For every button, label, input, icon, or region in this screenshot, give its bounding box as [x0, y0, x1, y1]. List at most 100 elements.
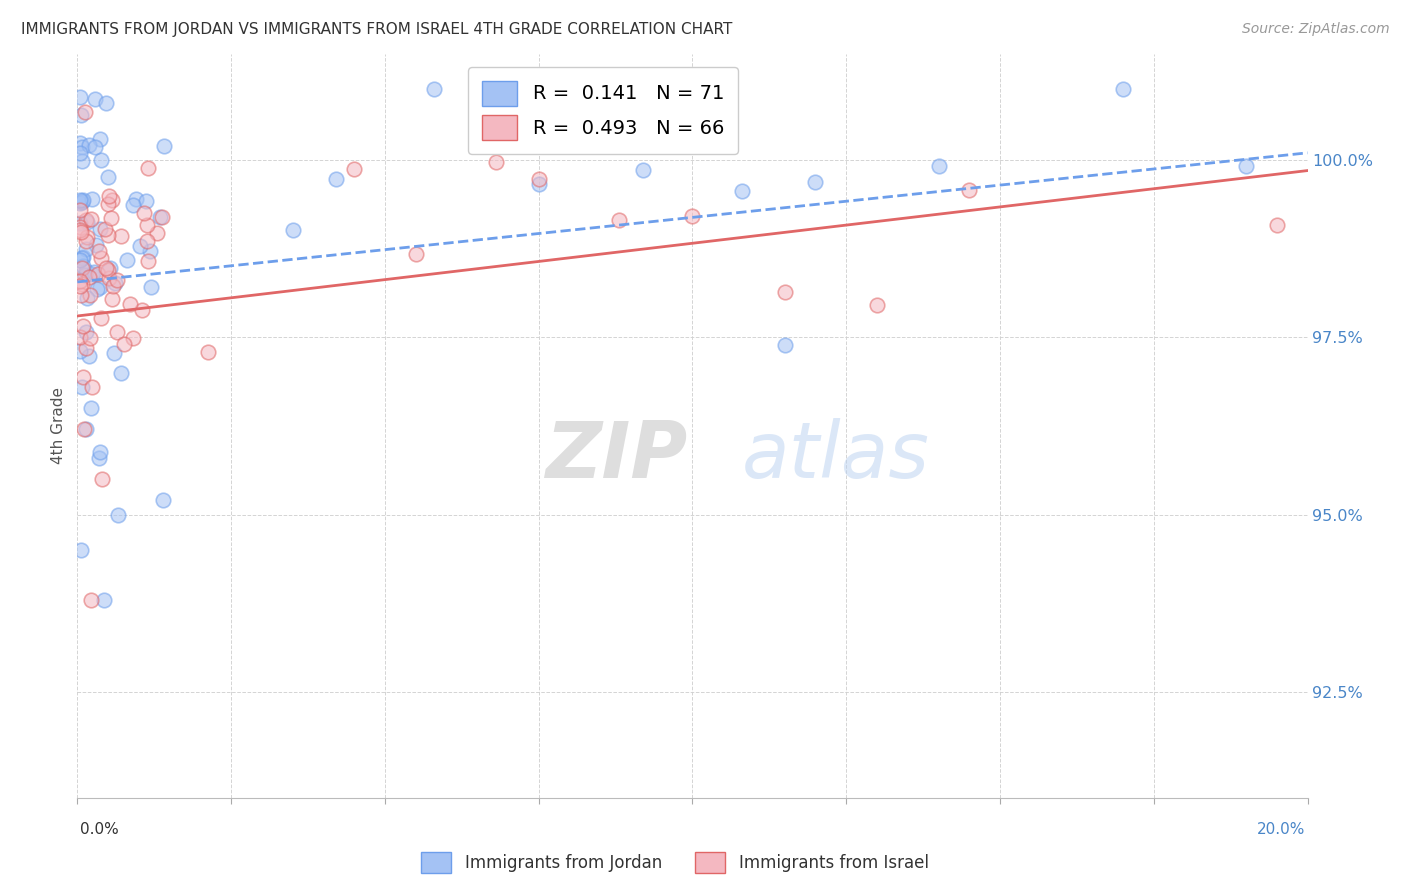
Point	[75, 341, 97, 355]
Point	[103, 279, 125, 293]
Point	[731, 184, 754, 198]
Point	[70, 194, 93, 209]
Point	[89, 244, 111, 259]
Point	[103, 346, 125, 360]
Point	[149, 211, 172, 225]
Point	[69, 216, 91, 230]
Point	[94, 96, 117, 111]
Point	[105, 325, 128, 339]
Point	[75, 242, 97, 256]
Point	[136, 161, 159, 175]
Point	[72, 318, 94, 333]
Point	[69, 278, 91, 293]
Point	[98, 260, 121, 275]
Point	[69, 222, 91, 236]
Point	[125, 192, 148, 206]
Point	[72, 195, 94, 210]
Point	[101, 293, 124, 307]
Point	[80, 267, 103, 281]
Point	[69, 196, 91, 211]
Point	[152, 138, 174, 153]
Point	[70, 288, 93, 302]
Point	[150, 210, 173, 224]
Point	[94, 222, 117, 236]
Point	[84, 92, 107, 106]
Legend: R =  0.141   N = 71, R =  0.493   N = 66: R = 0.141 N = 71, R = 0.493 N = 66	[468, 67, 738, 154]
Point	[93, 592, 115, 607]
Point	[97, 196, 120, 211]
Point	[423, 82, 446, 96]
Point	[86, 282, 108, 296]
Point	[70, 277, 93, 292]
Point	[112, 337, 135, 351]
Point	[77, 137, 100, 152]
Point	[76, 292, 98, 306]
Point	[77, 270, 100, 285]
Point	[131, 303, 153, 318]
Point	[343, 161, 366, 176]
Point	[773, 285, 796, 299]
Point	[73, 268, 96, 283]
Point	[69, 220, 91, 235]
Text: 0.0%: 0.0%	[80, 822, 120, 837]
Point	[69, 252, 91, 267]
Point	[141, 280, 163, 294]
Point	[69, 329, 91, 343]
Point	[82, 380, 104, 394]
Point	[89, 132, 111, 146]
Point	[1265, 218, 1288, 232]
Text: ZIP: ZIP	[546, 417, 688, 494]
Point	[134, 206, 156, 220]
Point	[76, 215, 98, 229]
Point	[75, 264, 97, 278]
Point	[485, 154, 508, 169]
Point	[90, 251, 112, 265]
Point	[110, 366, 132, 380]
Point	[94, 261, 117, 276]
Point	[87, 268, 110, 282]
Point	[89, 222, 111, 236]
Point	[90, 153, 112, 167]
Point	[69, 225, 91, 239]
Point	[135, 194, 157, 208]
Point	[136, 234, 159, 248]
Point	[121, 330, 143, 344]
Point	[105, 273, 128, 287]
Point	[682, 209, 704, 223]
Text: Source: ZipAtlas.com: Source: ZipAtlas.com	[1241, 22, 1389, 37]
Point	[70, 380, 93, 394]
Point	[79, 288, 101, 302]
Point	[118, 297, 141, 311]
Point	[80, 592, 103, 607]
Point	[115, 253, 138, 268]
Text: IMMIGRANTS FROM JORDAN VS IMMIGRANTS FROM ISRAEL 4TH GRADE CORRELATION CHART: IMMIGRANTS FROM JORDAN VS IMMIGRANTS FRO…	[21, 22, 733, 37]
Point	[97, 263, 120, 277]
Point	[84, 238, 107, 252]
Point	[83, 265, 105, 279]
Point	[75, 235, 97, 249]
Point	[146, 226, 169, 240]
Point	[80, 401, 103, 416]
Point	[129, 239, 152, 253]
Point	[633, 162, 655, 177]
Point	[75, 105, 97, 120]
Point	[72, 193, 94, 207]
Point	[79, 211, 101, 226]
Point	[84, 140, 107, 154]
Point	[527, 177, 550, 191]
Y-axis label: 4th Grade: 4th Grade	[51, 387, 66, 465]
Point	[136, 254, 159, 268]
Point	[97, 228, 120, 243]
Point	[72, 140, 94, 154]
Point	[121, 198, 143, 212]
Point	[98, 271, 121, 285]
Point	[89, 280, 111, 294]
Point	[70, 108, 93, 122]
Point	[69, 193, 91, 207]
Point	[136, 218, 159, 232]
Point	[72, 260, 94, 274]
Point	[70, 153, 93, 168]
Point	[100, 211, 122, 225]
Point	[69, 90, 91, 104]
Point	[104, 276, 127, 290]
